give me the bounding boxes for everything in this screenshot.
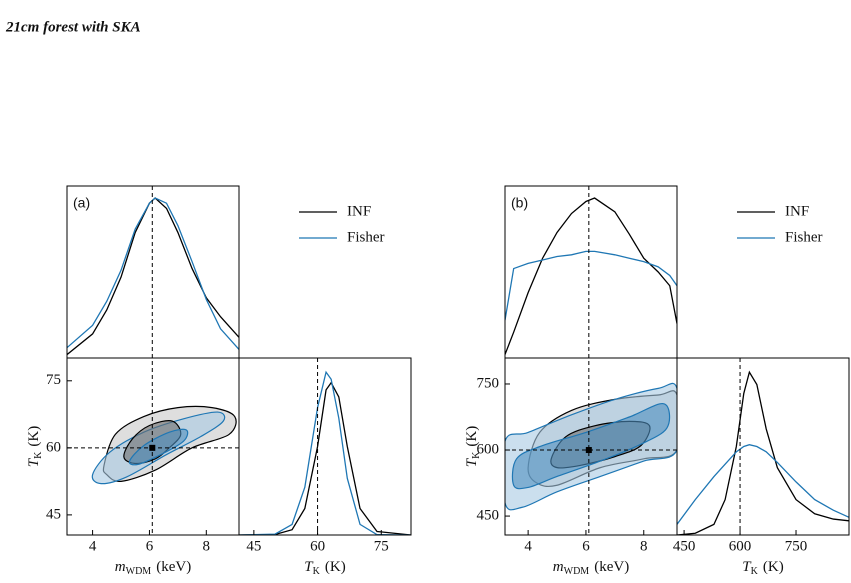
panel-label: (a) (73, 195, 90, 211)
legend-label: Fisher (785, 229, 823, 245)
legend-label: INF (785, 203, 809, 219)
x-axis-label: mWDM (keV) (115, 559, 191, 577)
axes-frame (66, 185, 240, 359)
label-subscript: K (33, 451, 44, 459)
marginals (67, 197, 411, 535)
x-tick-label: 75 (374, 538, 389, 554)
label-subscript: WDM (564, 566, 590, 577)
label-symbol: T (464, 457, 480, 467)
x-tick-label: 45 (246, 538, 261, 554)
y-axis-label: TK (K) (26, 426, 44, 467)
y-axis-label: TK (K) (464, 426, 482, 467)
axes-frame (238, 357, 412, 536)
marginal-curve (238, 381, 411, 535)
label-unit: (K) (325, 559, 346, 575)
contours (91, 405, 237, 485)
label-symbol: T (304, 559, 314, 575)
marginal-curve (505, 197, 678, 355)
label-unit: (K) (763, 559, 784, 575)
label-subscript: K (471, 451, 482, 459)
figure-title: 21cm forest with SKA (5, 19, 141, 35)
label-symbol: m (553, 559, 564, 575)
label-symbol: T (742, 559, 752, 575)
y-tick-label: 60 (46, 439, 61, 455)
x-tick-label: 60 (310, 538, 325, 554)
x-tick-label: 4 (89, 538, 97, 554)
marginal-curve (238, 370, 411, 535)
truth-point (585, 447, 592, 454)
x-tick-label: 600 (729, 538, 752, 554)
legend-label: Fisher (347, 229, 385, 245)
x-tick-label: 6 (146, 538, 154, 554)
y-tick-label: 45 (46, 506, 61, 522)
y-tick-label: 750 (477, 375, 500, 391)
marginals (505, 197, 849, 535)
x-tick-label: 8 (640, 538, 648, 554)
contours (505, 382, 677, 511)
axes-frame (504, 185, 678, 359)
x-tick-label: 750 (785, 538, 808, 554)
y-tick-label: 600 (477, 441, 500, 457)
x-axis-label: TK (K) (304, 559, 345, 577)
contour (511, 403, 671, 490)
label-subscript: WDM (126, 566, 152, 577)
x-tick-label: 8 (203, 538, 211, 554)
marginal-curve (505, 250, 678, 321)
label-unit: (keV) (594, 559, 629, 575)
contour (128, 428, 189, 466)
x-tick-label: 450 (673, 538, 696, 554)
label-subscript: K (751, 566, 759, 577)
legend-label: INF (347, 203, 371, 219)
truth-point (149, 444, 156, 451)
marginal-curve (67, 197, 240, 350)
marginal-curve (676, 444, 849, 525)
label-symbol: m (115, 559, 126, 575)
x-axis-label: mWDM (keV) (553, 559, 629, 577)
label-unit: (K) (26, 426, 42, 447)
label-unit: (keV) (156, 559, 191, 575)
label-symbol: T (26, 457, 42, 467)
panel-label: (b) (511, 195, 528, 211)
label-unit: (K) (464, 426, 480, 447)
y-tick-label: 450 (477, 508, 500, 524)
marginal-curve (676, 370, 849, 535)
label-subscript: K (313, 566, 321, 577)
x-tick-label: 4 (524, 538, 532, 554)
x-axis-label: TK (K) (742, 559, 783, 577)
x-tick-label: 6 (582, 538, 590, 554)
marginal-curve (67, 197, 240, 356)
axes-frame (676, 357, 850, 536)
y-tick-label: 75 (46, 372, 61, 388)
